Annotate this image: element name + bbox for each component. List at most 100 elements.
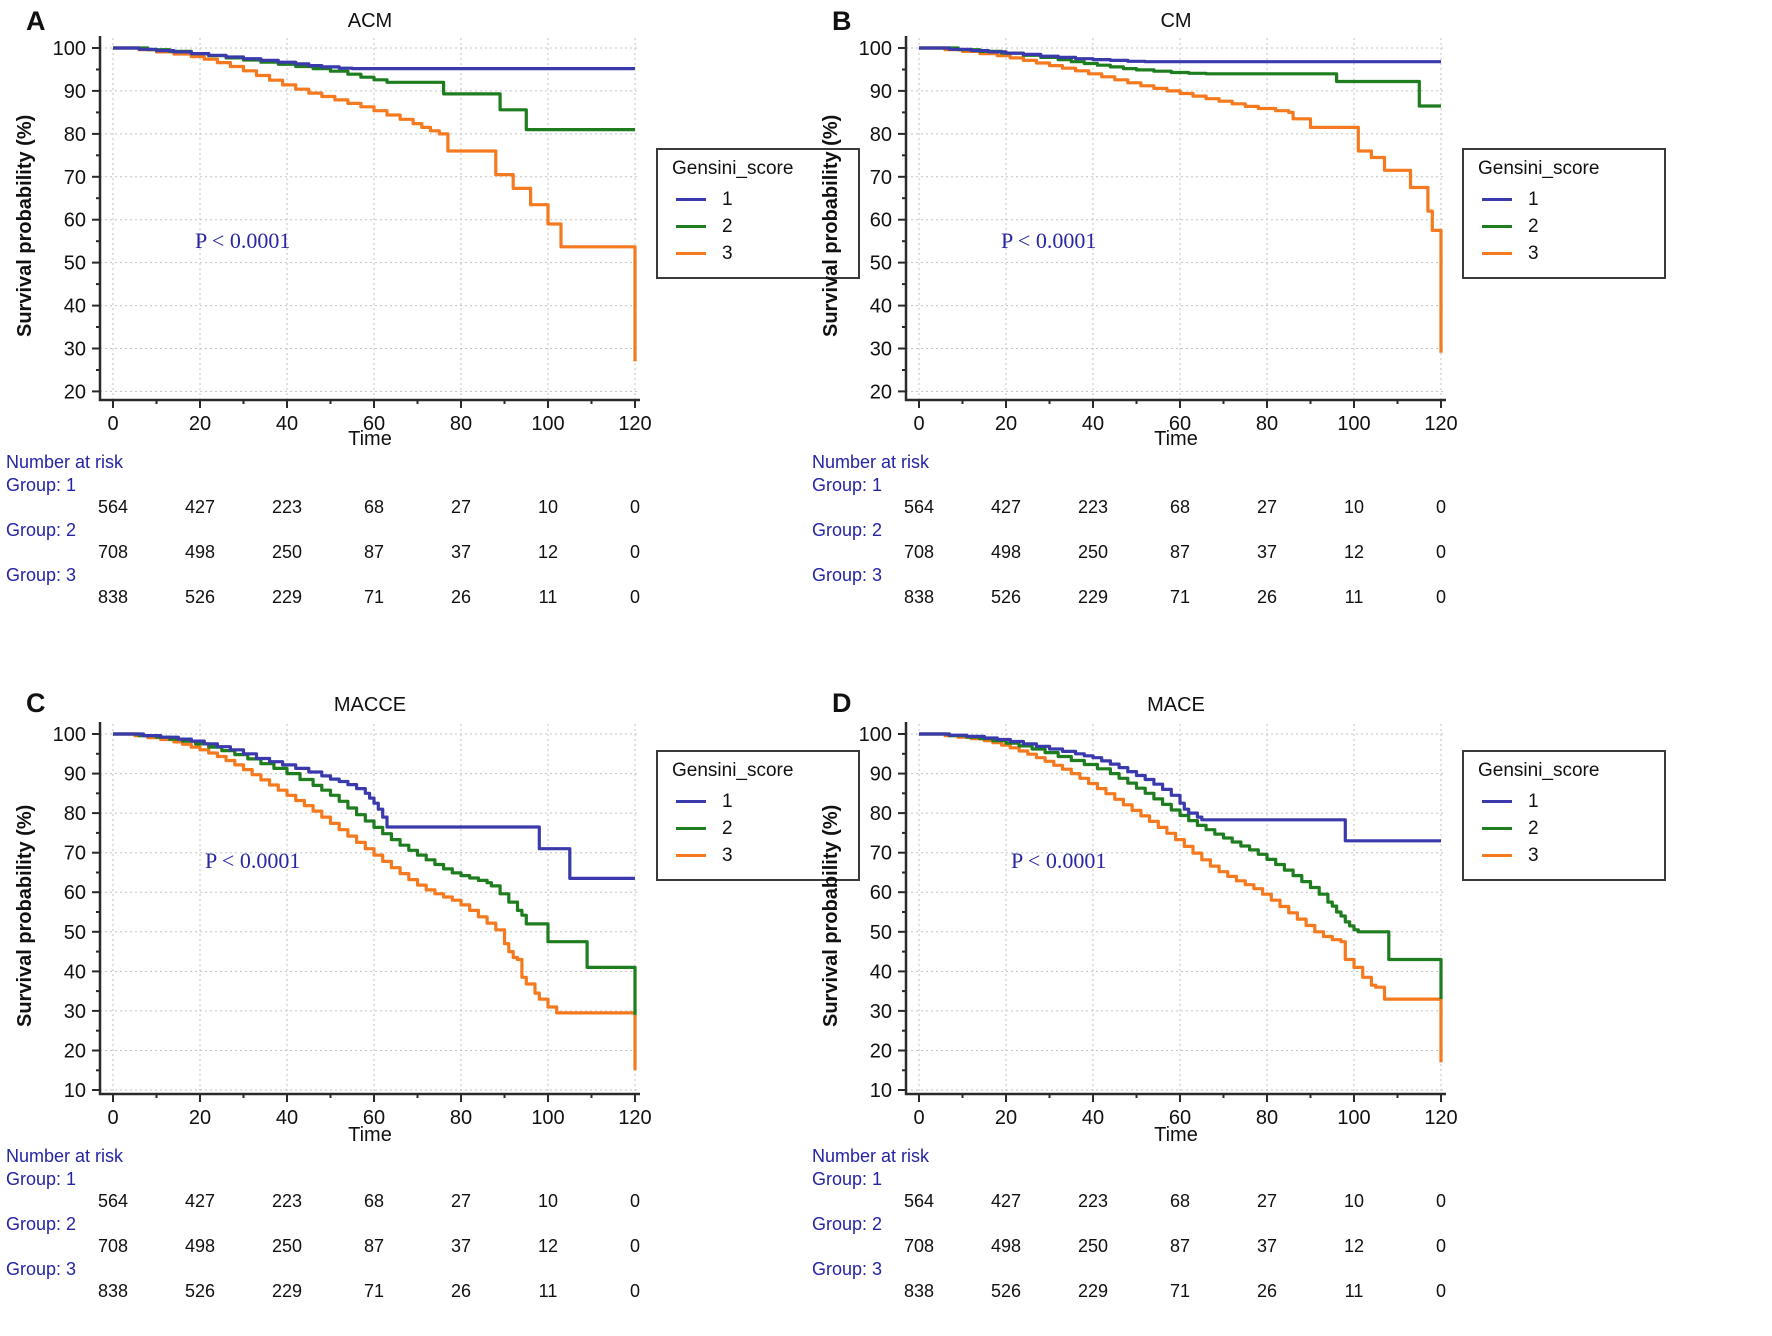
risk-counts-row: 564 427 223 68 27 10 0 — [6, 497, 806, 520]
y-tick-label: 20 — [64, 381, 86, 403]
risk-group-label: Group: 1 — [6, 1169, 77, 1189]
legend-item-group3: 3 — [672, 240, 858, 267]
group1-line-swatch — [676, 800, 706, 803]
risk-counts-row: 708 498 250 87 37 12 0 — [812, 542, 1612, 565]
risk-count: 564 — [97, 497, 129, 517]
y-tick-label: 90 — [870, 81, 892, 103]
risk-count: 10 — [1343, 497, 1365, 517]
x-tick-label: 60 — [363, 1107, 385, 1129]
legend-label: 3 — [722, 844, 733, 866]
risk-count: 526 — [990, 1281, 1022, 1301]
legend-item-group1: 1 — [1478, 788, 1664, 815]
risk-count: 0 — [629, 587, 640, 607]
risk-count: 10 — [537, 497, 559, 517]
risk-count: 0 — [1435, 587, 1446, 607]
risk-count: 37 — [1256, 542, 1278, 562]
risk-group-label: Group: 2 — [6, 1214, 77, 1234]
y-tick-label: 100 — [859, 38, 892, 60]
legend-label: 2 — [722, 817, 733, 839]
number-at-risk-table: Number at risk Group: 1 564 427 223 68 27 10 0… — [812, 1146, 1612, 1304]
risk-count: 0 — [1435, 497, 1446, 517]
x-tick-label: 80 — [1256, 1107, 1278, 1129]
group2-line-swatch — [676, 827, 706, 830]
legend-label: 1 — [722, 790, 733, 812]
x-tick-label: 120 — [1424, 413, 1457, 435]
group3-line-swatch — [676, 854, 706, 857]
risk-count: 87 — [363, 542, 385, 562]
panel-letter: A — [26, 6, 46, 36]
x-axis-label: Time — [1154, 428, 1198, 450]
legend-item-group1: 1 — [1478, 186, 1664, 213]
legend-label: 3 — [722, 242, 733, 264]
y-tick-label: 90 — [64, 764, 86, 786]
y-tick-label: 20 — [870, 381, 892, 403]
legend: Gensini_score 1 2 3 — [1462, 750, 1666, 881]
risk-count: 229 — [271, 587, 303, 607]
legend-item-group2: 2 — [672, 815, 858, 842]
y-tick-label: 60 — [870, 210, 892, 232]
x-axis-label: Time — [348, 1124, 392, 1146]
risk-count: 87 — [363, 1236, 385, 1256]
risk-count: 223 — [1077, 497, 1109, 517]
risk-count: 838 — [903, 1281, 935, 1301]
y-tick-label: 40 — [64, 961, 86, 983]
legend-label: 3 — [1528, 844, 1539, 866]
x-tick-label: 80 — [1256, 413, 1278, 435]
risk-counts-row: 564 427 223 68 27 10 0 — [812, 1191, 1612, 1214]
risk-count: 498 — [990, 542, 1022, 562]
risk-count: 26 — [1256, 1281, 1278, 1301]
risk-count: 71 — [1169, 1281, 1191, 1301]
risk-count: 87 — [1169, 542, 1191, 562]
risk-count: 12 — [1343, 1236, 1365, 1256]
y-tick-label: 30 — [64, 339, 86, 361]
risk-table-header: Number at risk — [812, 452, 930, 472]
risk-table-header: Number at risk — [6, 452, 124, 472]
legend-item-group3: 3 — [672, 842, 858, 869]
risk-count: 0 — [629, 497, 640, 517]
p-value-annotation: P < 0.0001 — [1001, 228, 1097, 253]
x-tick-label: 100 — [531, 413, 564, 435]
y-tick-label: 30 — [64, 1001, 86, 1023]
risk-count: 68 — [363, 497, 385, 517]
risk-counts-row: 838 526 229 71 26 11 0 — [6, 587, 806, 610]
survival-curve-group1 — [919, 46, 1441, 64]
survival-curve-group3 — [919, 732, 1443, 1063]
risk-count: 0 — [629, 1191, 640, 1211]
y-tick-label: 20 — [870, 1041, 892, 1063]
group1-line-swatch — [676, 198, 706, 201]
legend: Gensini_score 1 2 3 — [656, 148, 860, 279]
group1-line-swatch — [1482, 198, 1512, 201]
risk-count: 0 — [1435, 542, 1446, 562]
legend-item-group2: 2 — [672, 213, 858, 240]
risk-count: 71 — [363, 1281, 385, 1301]
x-tick-label: 80 — [450, 1107, 472, 1129]
risk-count: 37 — [450, 1236, 472, 1256]
risk-count: 26 — [450, 587, 472, 607]
panel-title: CM — [1160, 10, 1192, 32]
risk-count: 87 — [1169, 1236, 1191, 1256]
y-tick-label: 60 — [64, 210, 86, 232]
risk-counts-row: 564 427 223 68 27 10 0 — [6, 1191, 806, 1214]
panel-cm: 100 90 80 70 60 50 40 30 20 0 20 40 60 80 100 120 B CM … — [806, 0, 1666, 660]
risk-count: 68 — [363, 1191, 385, 1211]
x-tick-label: 20 — [189, 1107, 211, 1129]
survival-curve-group1 — [113, 46, 635, 71]
panel-letter: C — [26, 688, 46, 718]
risk-counts-row: 708 498 250 87 37 12 0 — [6, 542, 806, 565]
risk-count: 250 — [1077, 1236, 1109, 1256]
panel-acm: 100 90 80 70 60 50 40 30 20 0 20 40 60 80 100 120 A ACM… — [0, 0, 860, 660]
panel-title: ACM — [347, 10, 393, 32]
x-tick-label: 0 — [107, 413, 118, 435]
y-tick-label: 70 — [64, 167, 86, 189]
x-tick-label: 20 — [995, 1107, 1017, 1129]
panel-letter: B — [832, 6, 852, 36]
risk-count: 27 — [1256, 497, 1278, 517]
x-tick-label: 40 — [276, 1107, 298, 1129]
risk-count: 11 — [1344, 1281, 1364, 1301]
p-value-annotation: P < 0.0001 — [205, 848, 301, 873]
x-tick-label: 60 — [363, 413, 385, 435]
x-tick-label: 60 — [1169, 413, 1191, 435]
x-axis-label: Time — [1154, 1124, 1198, 1146]
group2-line-swatch — [676, 225, 706, 228]
